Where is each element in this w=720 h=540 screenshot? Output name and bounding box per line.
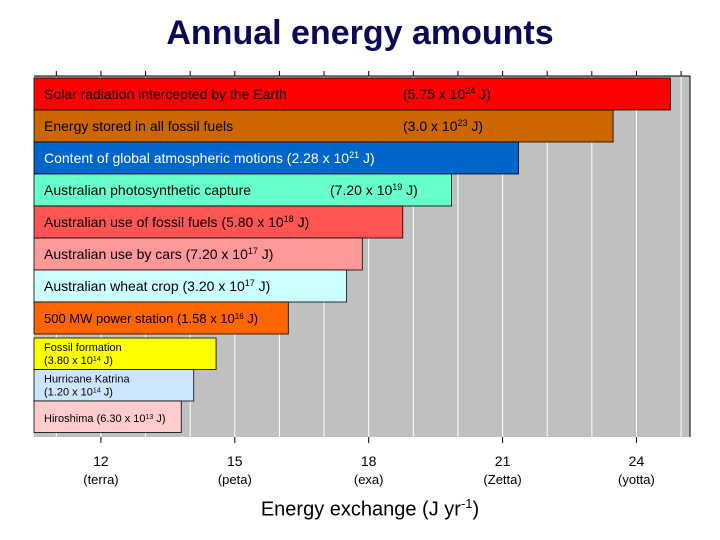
- bar-label-2-name-1: 21: [349, 150, 359, 160]
- x-tick-label-2: 18: [361, 453, 377, 469]
- bar-label-6-name-0: Australian wheat crop (3.20 x 10: [44, 278, 245, 294]
- bar-label-3-value-2: J): [402, 182, 418, 198]
- x-axis-label-close: ): [472, 498, 480, 521]
- bar-label-4-name-0: Australian use of fossil fuels (5.80 x 1…: [44, 214, 284, 230]
- bar-label-4-name-1: 18: [284, 214, 294, 224]
- bar-label-1-value-1: 23: [457, 118, 467, 128]
- bar-label-8-name-0: Fossil formation: [44, 342, 122, 354]
- bar-label-9-name-3: J): [101, 387, 113, 399]
- bar-label-0-value-0: (5.75 x 10: [403, 86, 465, 102]
- x-axis-label-exponent: -1: [460, 496, 473, 511]
- bar-label-7-name-2: J): [244, 311, 258, 326]
- chart-title: Annual energy amounts: [166, 14, 554, 52]
- bar-label-8-name-3: J): [101, 355, 113, 367]
- bar-value-label-0: (5.75 x 1024 J): [403, 86, 491, 102]
- bar-label-10: Hiroshima (6.30 x 1013 J): [44, 413, 166, 425]
- x-tick-label-0: 12: [93, 453, 109, 469]
- x-tick-label-3: 21: [495, 453, 511, 469]
- bar-label-0-value-1: 24: [465, 86, 475, 96]
- bar-label-0-value-2: J): [475, 86, 491, 102]
- bar-label-5: Australian use by cars (7.20 x 1017 J): [44, 246, 273, 262]
- x-tick-sublabel-1: (peta): [218, 472, 252, 487]
- x-tick-sublabel-3: (Zetta): [483, 472, 521, 487]
- bar-label-4-name-2: J): [294, 214, 310, 230]
- bar-label-0: Solar radiation intercepted by the Earth: [44, 86, 287, 102]
- bar-label-1: Energy stored in all fossil fuels: [44, 118, 233, 134]
- bar-label-3: Australian photosynthetic capture: [44, 182, 251, 198]
- bar-label-1-name-0: Energy stored in all fossil fuels: [44, 118, 233, 134]
- bar-label-1-value-2: J): [468, 118, 484, 134]
- bar-label-10-name-0: Hiroshima (6.30 x 10: [44, 413, 146, 425]
- bar-label-10-name-1: 13: [146, 413, 154, 420]
- bar-7: [33, 301, 289, 335]
- bar-value-label-1: (3.0 x 1023 J): [403, 118, 483, 134]
- bar-label-3-value-0: (7.20 x 10: [330, 182, 392, 198]
- bar-label-2: Content of global atmospheric motions (2…: [44, 150, 375, 166]
- x-axis-label-text: Energy exchange (J yr: [260, 498, 461, 521]
- bar-value-label-3: (7.20 x 1019 J): [330, 182, 418, 198]
- bar-label-7-name-0: 500 MW power station (1.58 x 10: [44, 311, 235, 326]
- bar-label-1-value-0: (3.0 x 10: [403, 118, 458, 134]
- bar-label-5-name-0: Australian use by cars (7.20 x 10: [44, 246, 248, 262]
- bar-2: [33, 141, 519, 175]
- bar-label-7-name-1: 16: [235, 312, 244, 321]
- bar-label-3-name-0: Australian photosynthetic capture: [44, 182, 251, 198]
- x-tick-sublabel-0: (terra): [83, 472, 118, 487]
- bar-label-9-name-0: Hurricane Katrina: [44, 374, 130, 386]
- bar-4: [33, 205, 404, 239]
- bar-label-9: Hurricane Katrina (1.20 x 1014 J): [44, 374, 130, 399]
- bar-label-5-name-1: 17: [248, 246, 258, 256]
- bar-label-7: 500 MW power station (1.58 x 1016 J): [44, 311, 258, 326]
- bar-label-0-name-0: Solar radiation intercepted by the Earth: [44, 86, 287, 102]
- bar-label-8: Fossil formation (3.80 x 1014 J): [44, 342, 122, 367]
- bar-label-9-name-1: (1.20 x 10: [44, 387, 93, 399]
- bar-label-4: Australian use of fossil fuels (5.80 x 1…: [44, 214, 309, 230]
- bar-label-8-name-1: (3.80 x 10: [44, 355, 93, 367]
- bar-label-6: Australian wheat crop (3.20 x 1017 J): [44, 278, 270, 294]
- bar-1: [33, 109, 614, 143]
- bar-label-8-name-2: 14: [93, 356, 101, 363]
- bar-10: [33, 400, 182, 433]
- bar-label-3-value-1: 19: [392, 182, 402, 192]
- bar-label-2-name-0: Content of global atmospheric motions (2…: [44, 150, 349, 166]
- bar-0: [33, 77, 671, 111]
- bar-label-6-name-1: 17: [245, 278, 255, 288]
- bar-label-5-name-2: J): [258, 246, 274, 262]
- bar-9: [33, 369, 195, 402]
- x-tick-label-1: 15: [227, 453, 243, 469]
- x-tick-sublabel-4: (yotta): [618, 472, 655, 487]
- bar-label-10-name-2: J): [153, 413, 165, 425]
- bar-label-9-name-2: 14: [93, 387, 101, 394]
- bar-label-6-name-2: J): [255, 278, 271, 294]
- bar-8: [33, 337, 217, 370]
- x-tick-label-4: 24: [629, 453, 645, 469]
- bar-6: [33, 269, 348, 303]
- bar-5: [33, 237, 363, 271]
- bar-label-2-name-2: J): [359, 150, 375, 166]
- x-axis-label: Energy exchange (J yr-1): [0, 496, 720, 522]
- x-tick-sublabel-2: (exa): [354, 472, 384, 487]
